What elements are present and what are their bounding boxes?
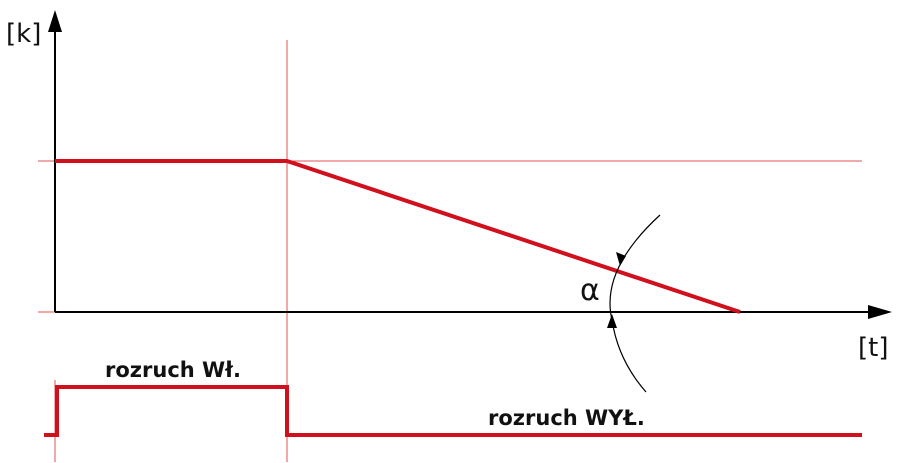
angle-label: α — [580, 273, 600, 308]
x-axis-arrow — [868, 305, 892, 319]
arc-arrow — [607, 314, 617, 328]
arc-arrow — [616, 252, 626, 266]
y-axis-arrow — [48, 10, 62, 32]
signal-label: rozruch WYŁ. — [488, 406, 645, 430]
y-axis-label: [k] — [6, 19, 41, 49]
signal-label: rozruch Wł. — [105, 358, 241, 382]
x-axis-label: [t] — [858, 333, 888, 363]
start-signal — [44, 385, 862, 437]
k-curve — [55, 159, 741, 314]
angle-arc — [609, 214, 661, 393]
